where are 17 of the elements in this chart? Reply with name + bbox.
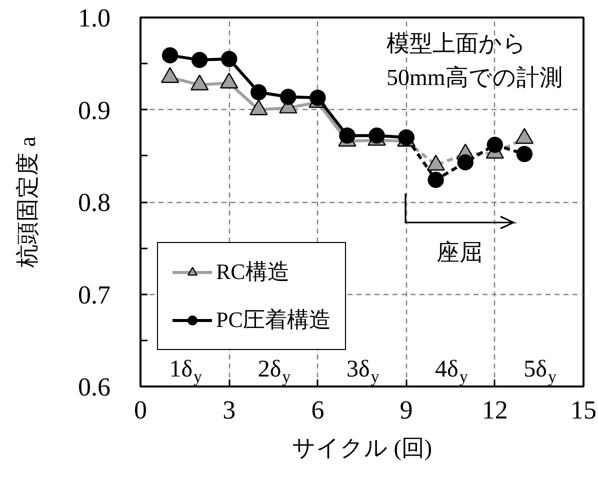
legend-label: PC圧着構造 — [216, 306, 331, 334]
x-tick-label: 6 — [311, 396, 324, 424]
x-tick-label: 12 — [482, 396, 508, 424]
legend-label: RC構造 — [216, 258, 290, 286]
y-tick-label: 0.8 — [78, 188, 110, 217]
annotation: 模型上面から 50mm高での計測 — [386, 31, 562, 90]
y-tick-label: 1.0 — [78, 4, 110, 32]
x-axis-title: サイクル (回) — [292, 436, 432, 460]
x-tick-label: 9 — [400, 396, 413, 424]
y-axis-title: 杭頭固定度 a — [15, 136, 40, 268]
annotation: 座屈 — [436, 240, 482, 265]
x-tick-label: 15 — [570, 396, 596, 424]
y-tick-label: 0.6 — [78, 372, 110, 402]
y-tick-label: 0.7 — [78, 280, 110, 310]
x-tick-label: 3 — [222, 396, 236, 424]
x-tick-label: 0 — [134, 396, 147, 424]
y-tick-label: 0.9 — [78, 96, 110, 125]
